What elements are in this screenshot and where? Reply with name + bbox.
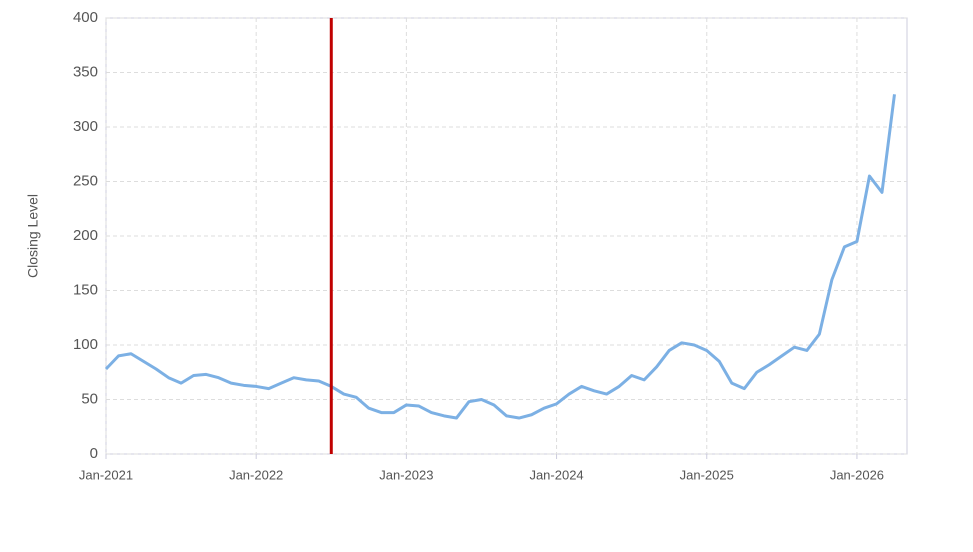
x-tick-label: Jan-2024	[529, 467, 583, 482]
series-line	[104, 94, 896, 420]
y-tick-label: 300	[73, 118, 98, 135]
y-tick-label: 200	[73, 227, 98, 244]
y-axis-label: Closing Level	[25, 194, 41, 278]
x-tick-label: Jan-2022	[229, 467, 283, 482]
x-tick-label: Jan-2023	[379, 467, 433, 482]
y-tick-label: 400	[73, 9, 98, 26]
y-tick-label: 350	[73, 63, 98, 80]
y-tick-label: 150	[73, 281, 98, 298]
x-tick-label: Jan-2025	[680, 467, 734, 482]
y-tick-label: 250	[73, 172, 98, 189]
y-tick-label: 100	[73, 336, 98, 353]
x-tick-label: Jan-2021	[79, 467, 133, 482]
x-tick-label: Jan-2026	[830, 467, 884, 482]
y-tick-label: 0	[90, 445, 98, 462]
y-tick-label: 50	[81, 390, 98, 407]
